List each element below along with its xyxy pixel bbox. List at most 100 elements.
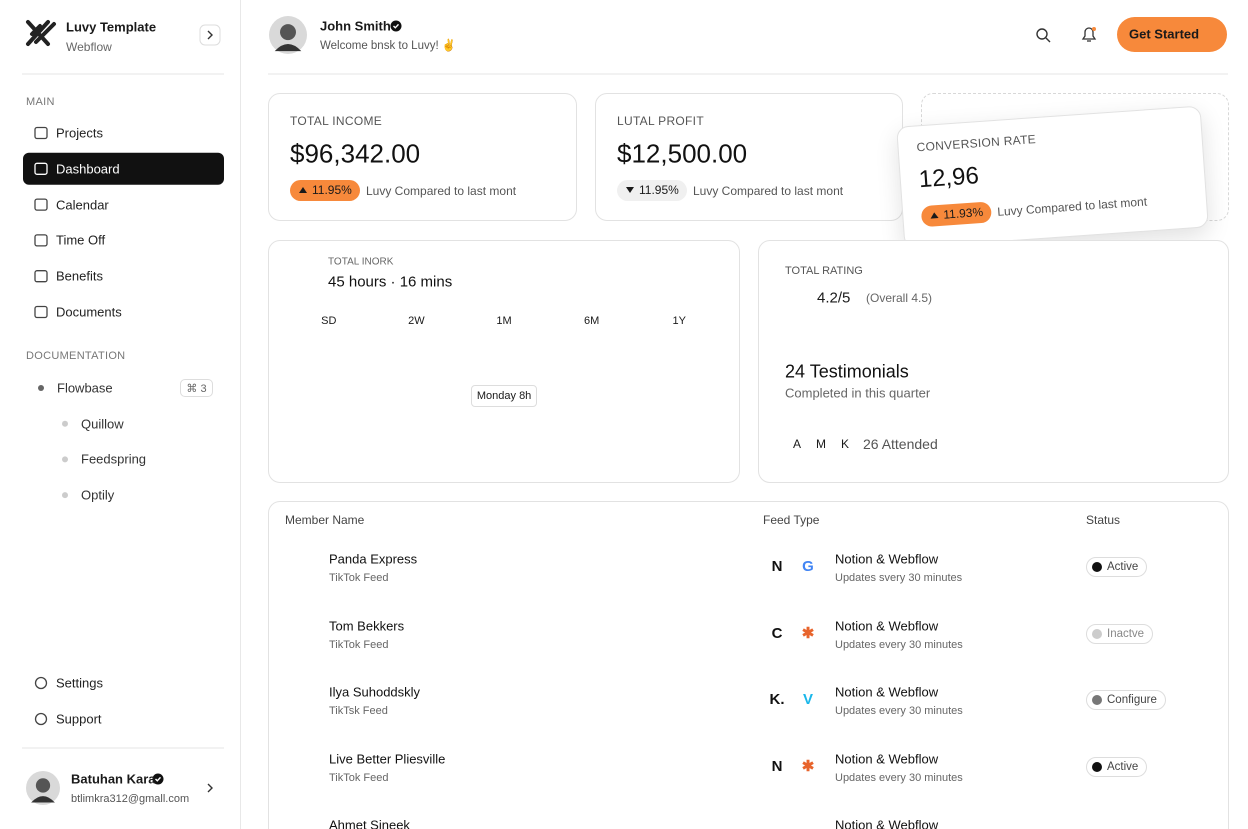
member-feed: TikTsk Feed [329, 705, 388, 718]
member-feed: TikTok Feed [329, 638, 389, 651]
rating-overall: (Overall 4.5) [866, 291, 933, 305]
change-value: 11.95% [639, 183, 679, 197]
doc-item[interactable]: Quillow [81, 416, 124, 432]
nav-item[interactable]: Benefits [56, 268, 103, 284]
range-tab[interactable]: 1M [496, 315, 512, 327]
rating-card [758, 240, 1229, 483]
trend-arrow [930, 212, 939, 219]
nav-icon [34, 270, 48, 283]
verified-badge [152, 773, 164, 785]
member-name: Tom Bekkers [329, 618, 405, 634]
stat-card: TOTAL INCOME $96,342.00 11.95% Luvy Compare… [268, 93, 577, 221]
bell-icon [1081, 27, 1097, 42]
column-header: Member Name [285, 513, 365, 527]
change-value: 11.93% [942, 204, 984, 222]
nav-icon [34, 712, 48, 726]
brand-subtitle: Webflow [66, 40, 112, 54]
brand-logo [26, 20, 56, 46]
nav-item[interactable]: Documents [56, 304, 122, 320]
doc-bullet [38, 385, 44, 391]
search-icon [1036, 28, 1048, 40]
stat-card: CONVERSION RATE 12,96 11.93% Luvy Compared … [896, 105, 1209, 249]
nav-item[interactable]: Calendar [56, 197, 109, 213]
member-name: Panda Express [329, 551, 418, 567]
column-header: Feed Type [763, 513, 820, 527]
status-text: Active [1107, 561, 1139, 573]
trend-arrow [299, 187, 307, 193]
nav-icon [34, 676, 48, 690]
member-feed: TikTok Feed [329, 771, 389, 784]
brand-title: Luvy Template [66, 19, 157, 35]
attendee-initial: K [840, 437, 849, 451]
get-started-button[interactable]: Get Started [1117, 17, 1227, 52]
attendee-initial: M [816, 437, 826, 451]
testimonials-subtitle: Completed in this quarter [785, 385, 931, 401]
status-icon [1092, 628, 1102, 639]
testimonials-title: 24 Testimonials [785, 361, 909, 382]
stat-label: TOTAL INCOME [290, 114, 383, 128]
member-name: Live Better Pliesville [329, 751, 446, 767]
feed-icon: K. [769, 691, 785, 709]
doc-bullet [62, 456, 68, 463]
status-icon [1092, 695, 1102, 706]
feed-icon: ✱ [801, 624, 815, 642]
nav-item[interactable]: Support [56, 711, 102, 727]
stat-value: $12,500.00 [617, 138, 748, 169]
header-avatar-head [280, 24, 296, 41]
feed-service: Notion & Webflow [835, 684, 939, 700]
feed-updates: Updates every 30 minutes [835, 771, 963, 784]
sidebar-toggle-icon [207, 30, 213, 40]
attendee-initial: A [792, 437, 801, 451]
nav-icon [34, 234, 48, 247]
nav-item[interactable]: Settings [56, 675, 103, 691]
stat-note: Luvy Compared to last mont [996, 194, 1148, 219]
search-icon-handle [1045, 37, 1051, 43]
member-name: Ahmet Sineek [329, 817, 410, 829]
doc-item[interactable]: Flowbase [57, 380, 113, 396]
nav-item[interactable]: Projects [56, 125, 103, 141]
range-tab[interactable]: 1Y [672, 315, 686, 327]
user-avatar-head [35, 778, 51, 793]
work-value: 45 hours · 16 mins [328, 273, 453, 291]
status-text: Inactve [1107, 627, 1145, 640]
range-tab[interactable]: 2W [408, 315, 425, 327]
user-email: btlimkra312@gmall.com [71, 793, 190, 805]
range-tab[interactable]: 6M [583, 315, 600, 327]
stat-value: 12,96 [917, 162, 980, 194]
user-name: Batuhan Kara [71, 771, 156, 787]
user-menu-chevron [207, 783, 213, 793]
doc-item[interactable]: Optily [81, 487, 115, 503]
button-label: Get Started [1129, 26, 1200, 42]
doc-item[interactable]: Feedspring [81, 451, 147, 467]
chart-tooltip: Monday 8h [470, 384, 538, 407]
trend-arrow [626, 187, 634, 193]
member-feed: TikTok Feed [329, 572, 389, 584]
status-pill: Inactve [1086, 623, 1154, 644]
header-avatar-body [274, 44, 302, 52]
sidebar-toggle [199, 24, 221, 46]
feed-icon: N [771, 757, 783, 775]
nav-icon [34, 198, 48, 211]
stat-value: $96,342.00 [290, 138, 421, 169]
status-pill: Configure [1086, 690, 1166, 711]
status-icon [1092, 562, 1102, 572]
change-badge: 11.93% [920, 201, 992, 228]
feed-icon: N [771, 558, 783, 575]
nav-icon [34, 126, 48, 140]
user-avatar-body [31, 796, 55, 803]
change-value: 11.95% [312, 183, 352, 197]
nav-item[interactable]: Time Off [56, 232, 106, 248]
doc-badge: ⌘ 3 [180, 379, 213, 397]
work-card [268, 240, 740, 483]
section-label: MAIN [26, 96, 55, 108]
change-badge: 11.95% [617, 180, 687, 201]
feed-updates: Updates svery 30 minutes [835, 572, 963, 584]
feed-icon: V [802, 691, 813, 709]
status-text: Configure [1107, 694, 1157, 707]
nav-item[interactable]: Dashboard [56, 161, 120, 177]
feed-icon: ✱ [801, 757, 815, 775]
range-tab[interactable]: SD [321, 315, 337, 327]
stat-note: Luvy Compared to last mont [366, 184, 517, 198]
rating-label: TOTAL RATING [785, 265, 863, 277]
